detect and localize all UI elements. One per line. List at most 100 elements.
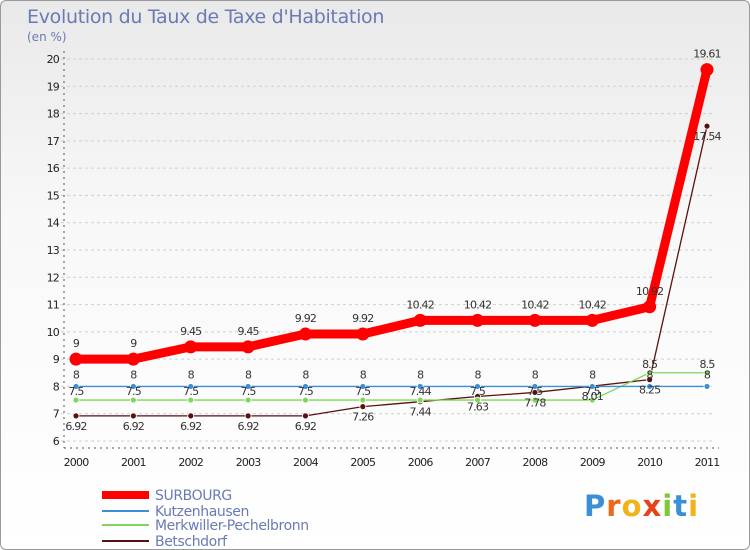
data-point xyxy=(646,376,654,384)
brand-letter: r xyxy=(606,489,622,523)
data-label: 6.92 xyxy=(237,420,258,433)
data-point xyxy=(129,383,137,390)
data-point xyxy=(703,383,711,390)
data-point xyxy=(72,412,80,420)
data-label: 7.63 xyxy=(467,401,489,414)
x-tick-label: 2011 xyxy=(695,456,720,469)
data-label: 8 xyxy=(532,368,539,381)
data-point xyxy=(69,352,83,366)
data-point xyxy=(643,300,657,314)
y-tick-label: 8 xyxy=(53,380,60,393)
proxiti-logo: Proxiti xyxy=(584,489,699,523)
data-label: 7.44 xyxy=(410,406,432,419)
data-label: 10.42 xyxy=(464,298,492,311)
data-point xyxy=(359,383,367,390)
data-label: 7.78 xyxy=(524,396,546,409)
data-label: 10.42 xyxy=(521,298,549,311)
data-point xyxy=(72,383,80,390)
data-point xyxy=(129,396,137,404)
brand-letter: i xyxy=(662,489,674,523)
x-tick-label: 2004 xyxy=(293,456,319,469)
data-label: 6.92 xyxy=(123,420,144,433)
data-label: 8 xyxy=(130,368,137,381)
data-point xyxy=(588,383,596,390)
data-label: 6.92 xyxy=(65,420,86,433)
x-tick-label: 2002 xyxy=(178,456,203,469)
data-point xyxy=(359,396,367,404)
data-point xyxy=(528,313,542,327)
brand-letter: o xyxy=(621,489,643,523)
series-line-surbourg xyxy=(71,65,712,364)
brand-letter: t xyxy=(673,489,689,523)
x-tick-label: 2001 xyxy=(121,456,146,469)
data-point xyxy=(244,412,252,420)
data-label: 19.61 xyxy=(693,48,721,61)
y-tick-label: 10 xyxy=(47,326,60,339)
data-label: 7.5 xyxy=(183,385,199,398)
y-tick-label: 16 xyxy=(47,162,60,175)
legend-label: Kutzenhausen xyxy=(155,504,249,520)
x-tick-label: 2009 xyxy=(580,456,606,469)
data-label: 8 xyxy=(188,368,195,381)
data-label: 6.92 xyxy=(295,420,316,433)
data-label: 7.5 xyxy=(470,385,486,398)
x-tick-label: 2000 xyxy=(64,456,90,469)
data-point xyxy=(531,383,539,390)
data-label: 7.44 xyxy=(410,385,432,398)
data-point xyxy=(187,412,195,420)
data-point xyxy=(126,352,140,366)
data-label: 9.92 xyxy=(295,312,316,325)
brand-letter: x xyxy=(642,489,663,523)
data-label: 7.5 xyxy=(298,385,314,398)
y-tick-label: 20 xyxy=(47,53,60,66)
data-point xyxy=(474,396,481,404)
y-tick-label: 19 xyxy=(47,80,60,93)
data-label: 7.5 xyxy=(126,385,142,398)
data-label: 7.5 xyxy=(68,385,84,398)
data-point xyxy=(700,63,714,77)
data-label: 7.5 xyxy=(241,385,257,398)
data-point xyxy=(244,396,252,404)
data-point xyxy=(302,396,309,404)
data-point xyxy=(703,369,711,377)
data-label: 7.5 xyxy=(585,385,601,398)
data-label: 8 xyxy=(474,368,481,381)
data-point xyxy=(646,369,654,377)
legend-label: Merkwiller-Pechelbronn xyxy=(155,518,309,534)
brand-letter: P xyxy=(584,489,607,523)
y-axis-unit-label: (en %) xyxy=(27,30,67,44)
x-tick-label: 2006 xyxy=(408,456,434,469)
data-point xyxy=(416,383,424,390)
data-point xyxy=(474,383,481,390)
data-point xyxy=(531,396,539,404)
data-point xyxy=(703,122,711,130)
brand-letter: i xyxy=(688,489,700,523)
data-label: 8 xyxy=(245,368,252,381)
series-line-betschdorf xyxy=(75,125,708,417)
data-point xyxy=(302,383,309,390)
data-label: 17.54 xyxy=(693,130,721,143)
data-label: 8 xyxy=(647,368,654,381)
data-point xyxy=(184,340,198,354)
data-label: 8 xyxy=(360,368,367,381)
series-line-merkwiller-pechelbronn xyxy=(75,372,708,401)
data-label: 8 xyxy=(417,368,424,381)
data-label: 8 xyxy=(704,368,711,381)
data-point xyxy=(413,313,427,327)
y-tick-label: 13 xyxy=(47,244,60,257)
data-label: 8.5 xyxy=(642,358,658,371)
data-point xyxy=(585,313,599,327)
data-label: 9.45 xyxy=(237,325,259,338)
data-point xyxy=(359,403,367,411)
data-point xyxy=(129,412,137,420)
data-label: 7.26 xyxy=(352,411,374,424)
y-tick-label: 18 xyxy=(47,108,60,121)
data-point xyxy=(588,396,596,404)
data-label: 9 xyxy=(130,337,137,350)
x-tick-label: 2010 xyxy=(637,456,663,469)
y-tick-label: 11 xyxy=(47,299,59,312)
chart-title: Evolution du Taux de Taxe d'Habitation xyxy=(27,6,385,28)
data-label: 8 xyxy=(73,368,80,381)
data-point xyxy=(646,383,654,390)
y-tick-label: 9 xyxy=(53,353,60,366)
